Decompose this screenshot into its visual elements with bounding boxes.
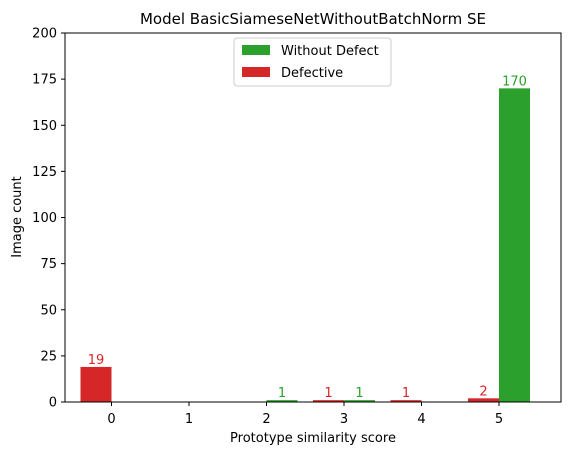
x-ticks-layer: 0 1 2 3 4 5	[107, 402, 503, 427]
legend-label-without-defect: Without Defect	[281, 44, 379, 59]
data-label-0-5: 170	[502, 74, 527, 89]
bars-layer	[80, 88, 530, 402]
y-tick-label-4: 100	[32, 211, 57, 226]
x-tick-label-5: 5	[495, 412, 503, 427]
bar-0-2	[266, 400, 298, 402]
data-label-0-2: 1	[278, 386, 286, 401]
y-tick-label-1: 25	[40, 349, 57, 364]
legend-swatch-defective	[242, 67, 270, 77]
y-axis-label: Image count	[10, 176, 25, 258]
legend-label-defective: Defective	[281, 66, 343, 81]
bar-0-3	[344, 400, 375, 402]
x-tick-label-3: 3	[340, 412, 348, 427]
x-tick-label-1: 1	[185, 412, 193, 427]
x-tick-label-4: 4	[417, 412, 425, 427]
data-label-0-3: 1	[355, 386, 363, 401]
data-label-1-3: 1	[324, 386, 332, 401]
data-label-1-4: 1	[402, 386, 410, 401]
legend: Without Defect Defective	[233, 37, 392, 87]
bar-1-3	[313, 400, 344, 402]
y-ticks-layer: 0 25 50 75 100 125 150 175 200	[32, 27, 65, 411]
y-tick-label-8: 200	[32, 27, 57, 42]
bar-1-4	[390, 400, 422, 402]
y-tick-label-7: 175	[32, 73, 57, 88]
x-tick-label-2: 2	[262, 412, 270, 427]
data-label-1-0: 19	[88, 353, 105, 368]
x-axis-label: Prototype similarity score	[230, 431, 396, 446]
legend-swatch-without-defect	[242, 45, 270, 55]
chart-title: Model BasicSiameseNetWithoutBatchNorm SE	[140, 10, 486, 28]
legend-box	[233, 37, 392, 87]
plot-area	[65, 33, 561, 402]
data-label-1-5: 2	[479, 384, 487, 399]
bar-1-0	[80, 366, 112, 402]
y-tick-label-6: 150	[32, 119, 57, 134]
data-labels-layer: 1 1 170 19 1 1 2	[88, 74, 527, 401]
y-tick-label-2: 50	[40, 303, 57, 318]
y-tick-label-0: 0	[49, 396, 57, 411]
y-tick-label-3: 75	[40, 257, 57, 272]
x-tick-label-0: 0	[107, 412, 115, 427]
y-tick-label-5: 125	[32, 165, 57, 180]
bar-0-5	[499, 88, 530, 402]
bar-1-5	[468, 398, 499, 402]
